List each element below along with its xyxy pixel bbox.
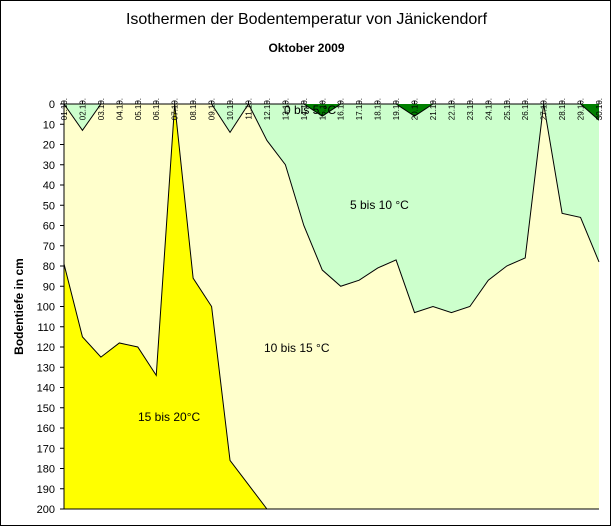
- isotherm-5-line: [64, 103, 600, 121]
- x-tick-label: 24.10.: [484, 98, 493, 120]
- x-tick-label: 28.10.: [558, 98, 567, 120]
- y-tick-label: 180: [37, 464, 55, 476]
- isotherm-15-line: [63, 103, 268, 510]
- y-tick-label: 110: [37, 322, 55, 334]
- x-tick-label: 03.10.: [97, 98, 106, 120]
- x-tick-label: 27.10.: [540, 98, 549, 120]
- chart-title: Isothermen der Bodentemperatur von Jänic…: [125, 11, 488, 28]
- y-tick-label: 130: [37, 362, 55, 374]
- x-tick-label: 26.10.: [521, 98, 530, 120]
- y-tick-label: 60: [43, 221, 55, 233]
- y-tick-label: 120: [37, 342, 55, 354]
- x-tick-label: 02.10.: [78, 98, 87, 120]
- x-tick-label: 08.10.: [189, 98, 198, 120]
- x-tick-label: 12.10.: [263, 98, 272, 120]
- label-0-bis-5: 0 bis 5 °C: [284, 103, 336, 117]
- y-tick-label: 190: [37, 484, 55, 496]
- x-tick-label: 18.10.: [374, 98, 383, 120]
- label-10-bis-15: 10 bis 15 °C: [264, 341, 330, 355]
- x-tick-label: 30.10.: [595, 98, 604, 120]
- x-tick-label: 04.10.: [115, 98, 124, 120]
- y-tick-label: 20: [43, 140, 55, 152]
- x-tick-label: 14.10.: [300, 98, 309, 120]
- x-tick-label: 21.10.: [429, 98, 438, 120]
- y-tick-label: 200: [37, 504, 55, 516]
- x-tick-label: 17.10.: [355, 98, 364, 120]
- x-tick-label: 22.10.: [447, 98, 456, 120]
- x-tick-label: 09.10.: [208, 98, 217, 120]
- y-tick-label: 0: [49, 99, 55, 111]
- y-tick-label: 100: [37, 302, 55, 314]
- y-tick-label: 90: [43, 281, 55, 293]
- y-tick-label: 70: [43, 241, 55, 253]
- y-tick-label: 160: [37, 423, 55, 435]
- x-tick-label: 07.10.: [171, 98, 180, 120]
- y-axis-title: Bodentiefe in cm: [12, 258, 26, 355]
- y-tick-label: 150: [37, 403, 55, 415]
- label-5-bis-10: 5 bis 10 °C: [350, 198, 409, 212]
- y-tick-label: 50: [43, 200, 55, 212]
- x-tick-label: 01.10.: [60, 98, 69, 120]
- x-tick-label: 15.10.: [318, 98, 327, 120]
- x-tick-label: 25.10.: [503, 98, 512, 120]
- x-tick-label: 16.10.: [337, 98, 346, 120]
- area-5-bis-10: [64, 104, 599, 313]
- chart-subtitle: Oktober 2009: [268, 41, 345, 55]
- area-15-bis-20: [64, 104, 267, 509]
- y-tick-label: 40: [43, 180, 55, 192]
- x-tick-label: 05.10.: [134, 98, 143, 120]
- label-15-bis-20: 15 bis 20°C: [138, 410, 201, 424]
- x-tick-label: 11.10.: [244, 98, 253, 120]
- x-tick-label: 20.10.: [411, 98, 420, 120]
- x-tick-label: 19.10.: [392, 98, 401, 120]
- x-tick-label: 10.10.: [226, 98, 235, 120]
- y-tick-label: 80: [43, 261, 55, 273]
- y-tick-label: 140: [37, 383, 55, 395]
- y-tick-label: 10: [43, 119, 55, 131]
- y-tick-label: 170: [37, 443, 55, 455]
- area-0-bis-5: [64, 104, 599, 121]
- y-tick-label: 30: [43, 160, 55, 172]
- x-tick-label: 23.10.: [466, 98, 475, 120]
- x-tick-label: 06.10.: [152, 98, 161, 120]
- x-tick-label: 29.10.: [577, 98, 586, 120]
- x-tick-label: 13.10.: [281, 98, 290, 120]
